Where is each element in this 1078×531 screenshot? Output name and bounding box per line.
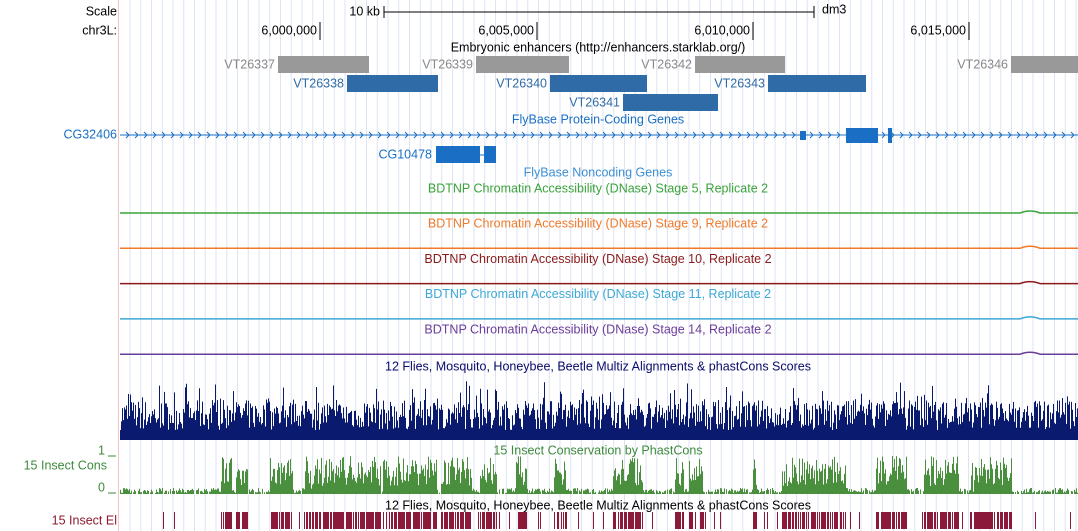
axis-label: 1: [98, 443, 105, 457]
track-title: 15 Insect Conservation by PhastCons: [493, 443, 702, 457]
track-title: BDTNP Chromatin Accessibility (DNase) St…: [425, 287, 771, 301]
enhancer[interactable]: [347, 75, 438, 92]
enhancer[interactable]: [278, 56, 369, 73]
signal: [120, 210, 1078, 214]
enhancer[interactable]: [1011, 56, 1078, 73]
axis-label: 0: [98, 480, 105, 494]
track-title: 12 Flies, Mosquito, Honeybee, Beetle Mul…: [385, 498, 811, 512]
enhancer-label: VT26343: [714, 76, 765, 90]
signal: [120, 316, 1078, 320]
enhancer[interactable]: [476, 56, 569, 73]
multiz-wiggle: [120, 381, 1078, 440]
exon: [484, 146, 496, 163]
enhancer-label: VT26339: [422, 57, 473, 71]
position-label: 6,010,000: [694, 23, 750, 37]
exon: [856, 128, 870, 143]
track-title: BDTNP Chromatin Accessibility (DNase) St…: [424, 322, 771, 336]
exon: [800, 131, 806, 140]
assembly: dm3: [822, 2, 846, 16]
enhancer-label: VT26346: [957, 57, 1008, 71]
position-label: 6,000,000: [261, 23, 317, 37]
track-label[interactable]: 15 Insect Cons: [24, 458, 107, 472]
gene-label[interactable]: CG10478: [378, 147, 432, 161]
signal: [120, 245, 1078, 250]
chrom-label: chr3L:: [82, 23, 117, 37]
exon: [436, 146, 480, 163]
enhancer[interactable]: [695, 56, 785, 73]
track-title: BDTNP Chromatin Accessibility (DNase) St…: [428, 181, 768, 195]
track-title: BDTNP Chromatin Accessibility (DNase) St…: [424, 252, 771, 266]
track-title: BDTNP Chromatin Accessibility (DNase) St…: [428, 217, 768, 231]
gene-label[interactable]: CG32406: [63, 127, 117, 141]
track-label[interactable]: 15 Insect El: [52, 513, 117, 527]
conserved-elements: [163, 512, 1071, 529]
signal: [120, 280, 1078, 285]
signal: [120, 351, 1078, 355]
track-title: FlyBase Noncoding Genes: [524, 165, 673, 179]
track-title: Embryonic enhancers (http://enhancers.st…: [451, 40, 746, 54]
enhancer-label: VT26342: [641, 57, 692, 71]
enhancer-label: VT26337: [224, 57, 275, 71]
enhancer[interactable]: [623, 94, 718, 111]
track-title: FlyBase Protein-Coding Genes: [512, 112, 684, 126]
enhancer[interactable]: [550, 75, 647, 92]
exon: [888, 128, 892, 143]
position-label: 6,005,000: [478, 23, 534, 37]
track-title: 12 Flies, Mosquito, Honeybee, Beetle Mul…: [385, 359, 811, 373]
enhancer-label: VT26338: [293, 76, 344, 90]
position-label: 6,015,000: [910, 23, 966, 37]
enhancer-label: VT26341: [569, 95, 620, 109]
scale-label: Scale: [86, 4, 117, 18]
scale-length: 10 kb: [349, 4, 380, 18]
phastcons-wiggle: [120, 456, 1078, 494]
enhancer-label: VT26340: [496, 76, 547, 90]
enhancer[interactable]: [768, 75, 866, 92]
